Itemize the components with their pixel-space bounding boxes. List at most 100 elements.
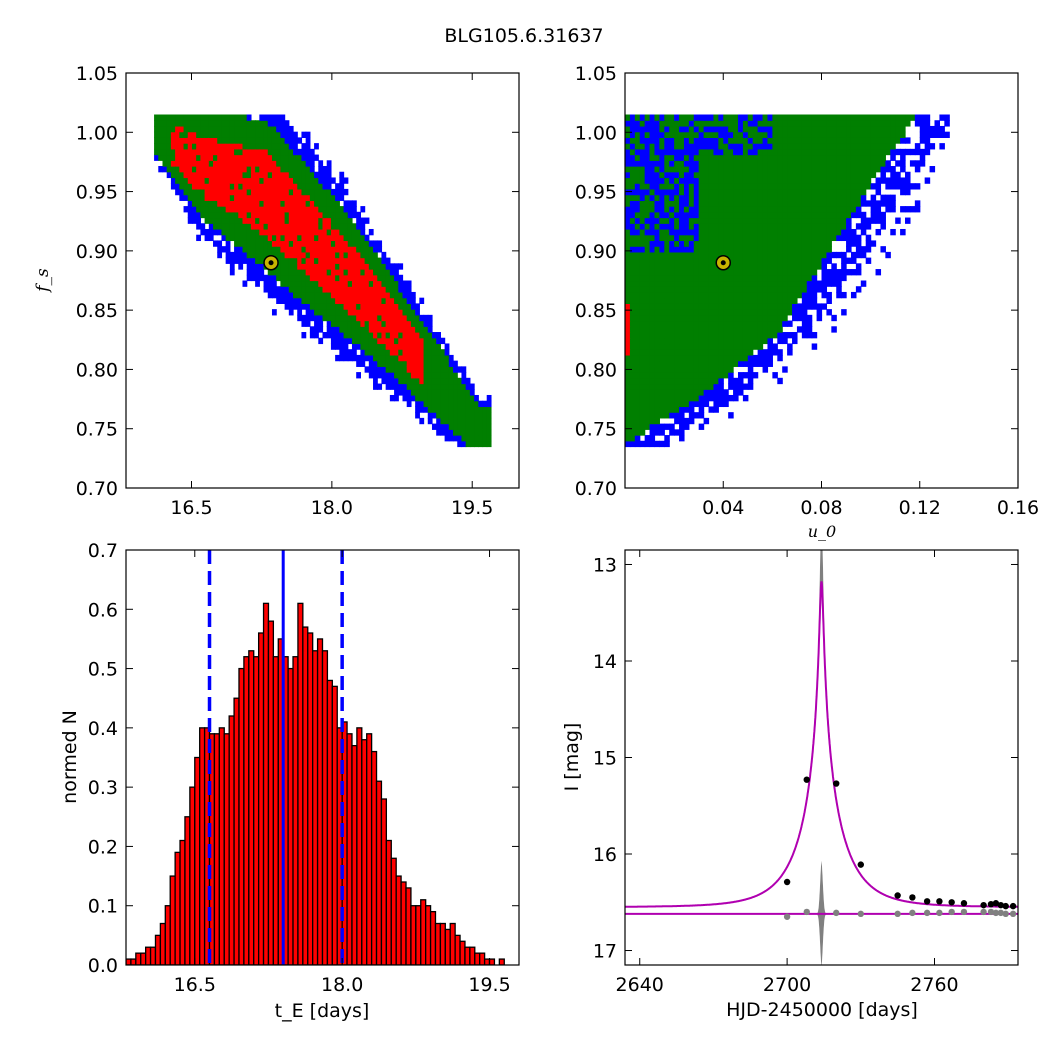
heatmap-cell [330,332,336,339]
heatmap-cell [767,354,773,362]
heatmap-cell [880,154,886,161]
heatmap-cell [276,183,281,190]
heatmap-cell [649,429,656,436]
heatmap-cell [772,269,778,276]
heatmap-cell [246,183,252,190]
heatmap-cell [297,211,303,219]
heatmap-cell [419,394,425,402]
heatmap-cell [284,228,290,236]
heatmap-cell [659,148,665,156]
heatmap-cell [187,206,193,213]
heatmap-cell [821,154,828,161]
heatmap-cell [649,240,656,247]
heatmap-cell [723,246,729,253]
heatmap-cell [679,366,685,373]
heatmap-cell [698,326,705,333]
heatmap-cell [762,228,769,236]
heatmap-cell [309,286,315,293]
heatmap-cell [263,131,269,138]
x-axis-label: u_0 [808,522,836,541]
histogram-bar [243,656,250,965]
histogram-bar [479,952,486,965]
heatmap-cell [288,251,294,259]
residual-point [833,909,840,917]
heatmap-cell [708,280,715,287]
heatmap-cell [634,131,641,138]
heatmap-cell [713,337,719,345]
heatmap-cell [728,269,734,276]
heatmap-cell [821,131,828,138]
heatmap-cell [772,177,778,184]
heatmap-cell [919,137,926,144]
heatmap-cell [326,166,332,173]
heatmap-cell [305,269,311,276]
heatmap-cell [639,326,646,333]
heatmap-cell [934,120,940,127]
heatmap-cell [335,211,340,219]
heatmap-cell [846,257,852,264]
heatmap-cell [318,246,324,253]
heatmap-cell [162,131,168,138]
heatmap-cell [772,211,778,219]
heatmap-cell [368,297,374,304]
heatmap-cell [288,291,294,299]
heatmap-cell [394,354,399,362]
heatmap-cell [465,377,471,385]
heatmap-cell [649,394,656,402]
heatmap-cell [221,200,227,207]
heatmap-cell [895,171,901,179]
heatmap-cell [718,383,724,390]
heatmap-cell [703,183,710,190]
heatmap-cell [217,125,223,133]
heatmap-cell [654,394,660,402]
heatmap-cell [742,125,749,133]
heatmap-cell [728,332,734,339]
heatmap-cell [659,228,665,236]
heatmap-cell [276,188,281,196]
heatmap-cell [644,166,651,173]
heatmap-cell [659,354,665,362]
heatmap-cell [703,188,710,196]
heatmap-cell [377,274,383,282]
heatmap-cell [288,274,294,282]
heatmap-cell [752,160,759,167]
heatmap-cell [314,274,319,282]
heatmap-cell [234,160,239,167]
heatmap-cell [305,297,311,304]
heatmap-cell [196,166,201,173]
heatmap-cell [469,394,475,402]
heatmap-cell [831,251,837,259]
heatmap-cell [644,417,651,425]
heatmap-cell [284,131,290,138]
heatmap-cell [801,223,808,230]
heatmap-cell [288,303,294,310]
heatmap-cell [782,286,788,293]
heatmap-cell [217,160,223,167]
heatmap-cell [170,137,176,144]
heatmap-cell [649,343,656,350]
heatmap-cell [693,183,700,190]
heatmap-cell [841,131,847,138]
heatmap-cell [629,228,636,236]
heatmap-cell [347,280,353,287]
heatmap-cell [654,251,660,259]
heatmap-cell [733,286,739,293]
heatmap-cell [698,320,705,327]
heatmap-cell [448,435,454,442]
heatmap-cell [175,188,180,196]
heatmap-cell [221,131,227,138]
heatmap-cell [629,183,636,190]
heatmap-cell [792,251,798,259]
heatmap-cell [816,217,823,224]
histogram-bar [126,958,132,965]
heatmap-cell [339,234,345,242]
heatmap-cell [890,177,896,184]
heatmap-cell [406,320,412,327]
heatmap-cell [238,194,244,201]
heatmap-cell [728,183,734,190]
heatmap-cell [271,137,277,144]
heatmap-cell [688,183,695,190]
heatmap-cell [343,257,349,264]
heatmap-cell [276,166,281,173]
heatmap-cell [767,154,773,161]
